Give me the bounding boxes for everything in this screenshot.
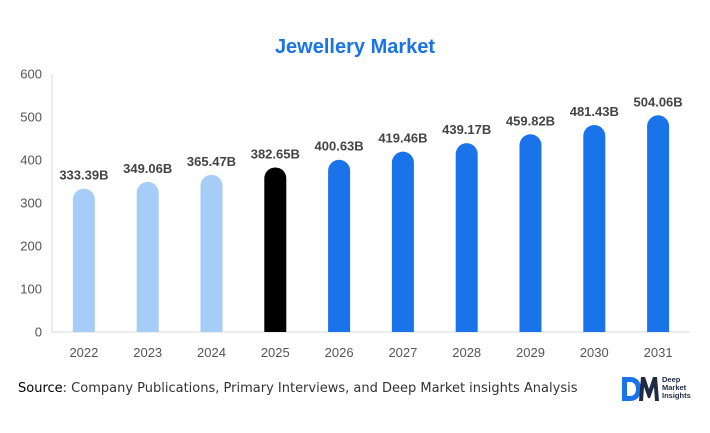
data-label: 419.46B <box>378 131 427 146</box>
bar <box>328 159 351 332</box>
bar <box>519 134 542 332</box>
x-tick-label: 2029 <box>516 345 545 360</box>
bar <box>72 188 95 332</box>
data-label: 504.06B <box>634 94 683 109</box>
x-tick-label: 2030 <box>580 345 609 360</box>
logo-line-3: Insights <box>662 391 691 400</box>
logo-wordmark: Deep Market Insights <box>662 376 691 400</box>
data-label: 333.39B <box>59 168 108 183</box>
x-tick-label: 2027 <box>388 345 417 360</box>
y-tick-label: 200 <box>20 239 42 254</box>
x-tick-label: 2025 <box>261 345 290 360</box>
x-tick-label: 2022 <box>69 345 98 360</box>
data-label: 400.63B <box>315 139 364 154</box>
data-label: 439.17B <box>442 122 491 137</box>
source-text: : Company Publications, Primary Intervie… <box>62 381 578 396</box>
bar <box>200 174 223 332</box>
y-tick-label: 600 <box>20 67 42 82</box>
deep-market-insights-logo: Deep Market Insights <box>620 374 700 404</box>
data-label: 365.47B <box>187 154 236 169</box>
x-tick-label: 2023 <box>133 345 162 360</box>
y-tick-label: 100 <box>20 282 42 297</box>
x-tick-label: 2028 <box>452 345 481 360</box>
x-tick-label: 2026 <box>325 345 354 360</box>
y-tick-label: 400 <box>20 153 42 168</box>
data-label: 382.65B <box>251 146 300 161</box>
dm-logo-icon <box>622 377 659 401</box>
bar <box>583 124 606 332</box>
x-tick-label: 2024 <box>197 345 226 360</box>
logo-line-2: Market <box>662 383 687 392</box>
bar <box>264 167 287 332</box>
bar <box>136 181 159 332</box>
y-tick-label: 0 <box>35 325 42 340</box>
bar <box>455 143 478 332</box>
source-note: Source: Company Publications, Primary In… <box>18 381 577 396</box>
bar <box>647 115 670 332</box>
source-label: Source <box>18 381 63 396</box>
chart-title: Jewellery Market <box>274 36 436 58</box>
data-label: 459.82B <box>506 113 555 128</box>
logo-line-1: Deep <box>662 375 681 384</box>
data-label: 349.06B <box>123 161 172 176</box>
data-label: 481.43B <box>570 104 619 119</box>
x-tick-label: 2031 <box>644 345 673 360</box>
y-tick-label: 300 <box>20 196 42 211</box>
y-tick-label: 500 <box>20 110 42 125</box>
bar <box>391 151 414 332</box>
